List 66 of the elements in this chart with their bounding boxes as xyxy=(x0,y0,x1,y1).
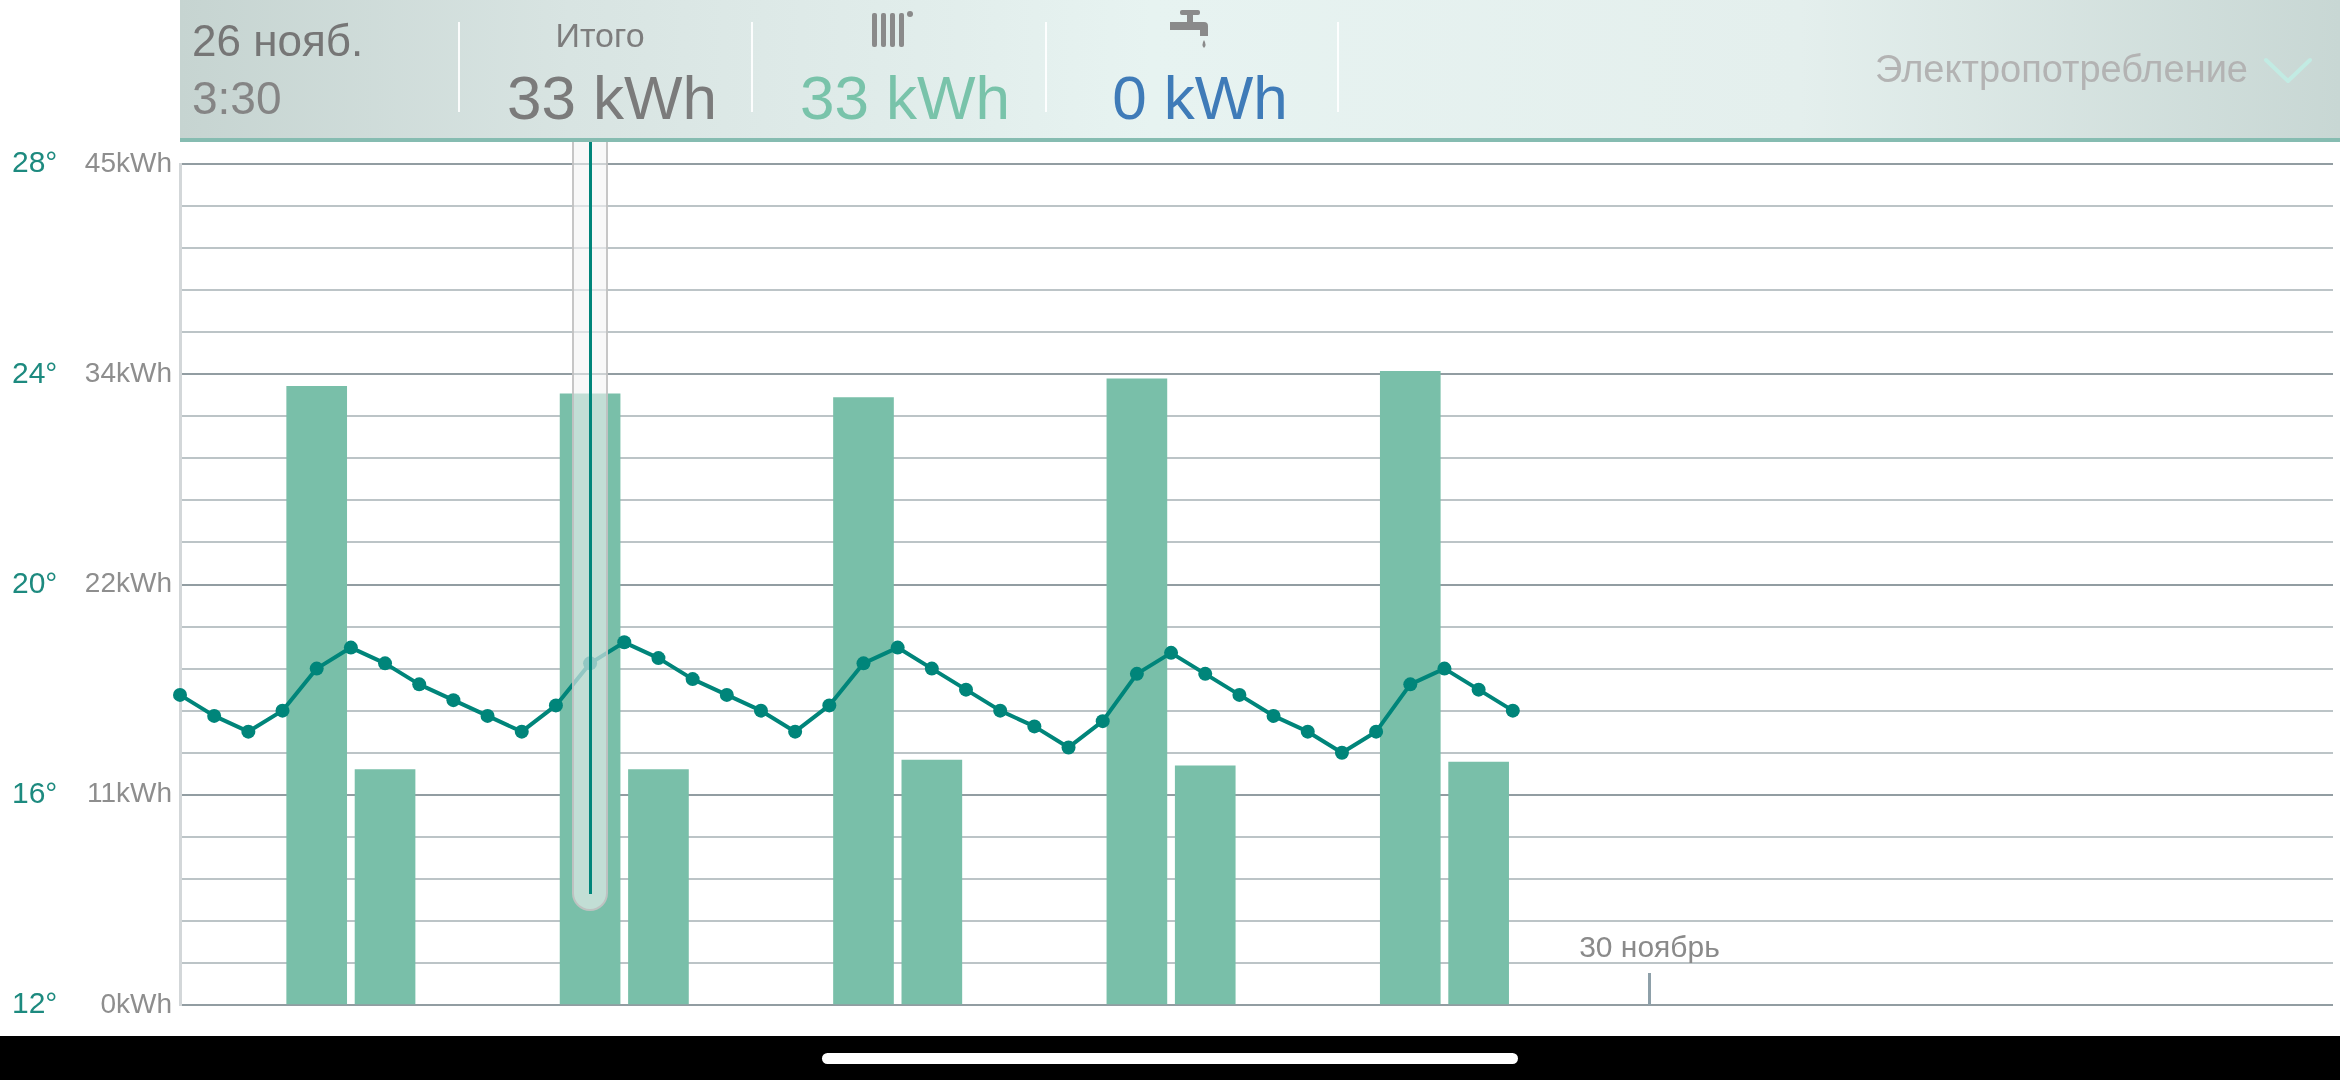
y2-tick-label: 24° xyxy=(12,355,58,389)
point xyxy=(1369,724,1384,739)
text: 33 kWh xyxy=(506,62,718,134)
point xyxy=(959,682,974,697)
bar xyxy=(628,769,689,1005)
bar xyxy=(354,769,416,1005)
point xyxy=(1061,740,1076,755)
point xyxy=(617,635,632,650)
point xyxy=(309,661,324,676)
text: 33 kWh xyxy=(799,62,1011,134)
point xyxy=(1027,719,1042,734)
bar xyxy=(901,759,963,1005)
point xyxy=(993,703,1008,718)
point xyxy=(1266,708,1281,723)
bar xyxy=(1174,765,1236,1005)
chart-title: Электропотребление xyxy=(1875,48,2248,92)
point xyxy=(548,698,563,713)
point xyxy=(480,708,495,723)
point xyxy=(924,661,939,676)
y2-tick-label: 12° xyxy=(12,986,58,1020)
y-tick-label: 34kWh xyxy=(84,356,172,388)
point xyxy=(241,724,256,739)
point xyxy=(890,640,905,655)
point xyxy=(1198,666,1213,681)
text: 26 нояб. xyxy=(192,16,364,67)
point xyxy=(1232,687,1247,702)
bar xyxy=(833,397,894,1005)
bar xyxy=(286,386,348,1005)
y-tick-label: 11kWh xyxy=(86,777,172,809)
text: 0 kWh xyxy=(1112,62,1288,134)
x-tick-label: 30 ноябрь xyxy=(1579,930,1720,964)
point xyxy=(753,703,768,718)
point xyxy=(446,693,461,708)
y2-tick-label: 16° xyxy=(12,776,58,810)
bar xyxy=(1379,371,1441,1005)
point xyxy=(1471,682,1486,697)
bar xyxy=(1448,761,1509,1005)
point xyxy=(412,677,427,692)
point xyxy=(173,687,187,702)
point xyxy=(1129,666,1144,681)
bar xyxy=(1106,378,1168,1005)
point xyxy=(207,708,222,723)
text: Итого xyxy=(555,16,645,56)
point xyxy=(856,656,871,671)
point xyxy=(1403,677,1418,692)
point xyxy=(514,724,529,739)
point xyxy=(1300,724,1315,739)
point xyxy=(1334,745,1349,760)
point xyxy=(343,640,358,655)
point xyxy=(1095,714,1110,729)
y-tick-label: 22kWh xyxy=(84,567,172,599)
point xyxy=(378,656,393,671)
point xyxy=(685,672,700,687)
point xyxy=(651,651,666,666)
point xyxy=(719,687,734,702)
y-tick-label: 45kWh xyxy=(84,146,172,178)
point xyxy=(275,703,290,718)
text: 3:30 xyxy=(192,72,282,125)
y-tick-label: 0kWh xyxy=(100,987,172,1019)
y2-tick-label: 20° xyxy=(12,565,58,599)
point xyxy=(822,698,837,713)
point xyxy=(1505,703,1520,718)
point xyxy=(1164,645,1179,660)
point xyxy=(788,724,803,739)
y2-tick-label: 28° xyxy=(12,145,58,179)
point xyxy=(1437,661,1452,676)
